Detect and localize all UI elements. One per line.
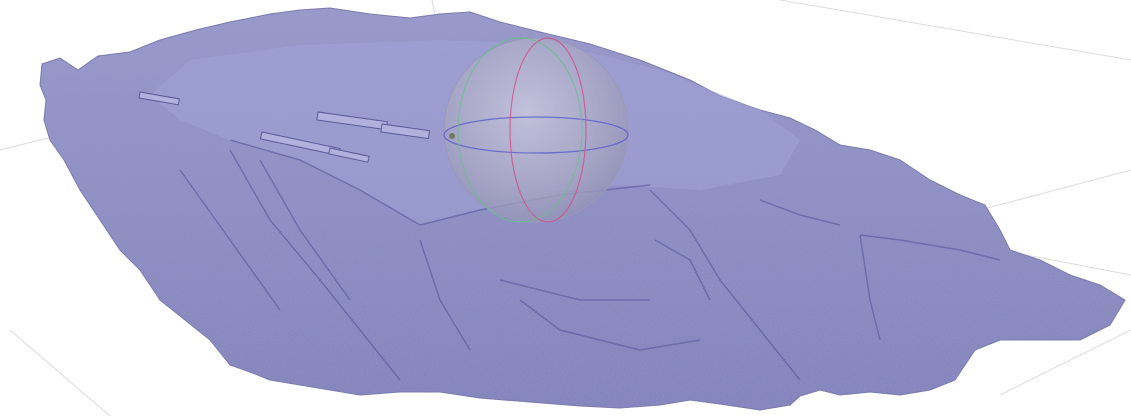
trackball-y-ring[interactable]: [509, 37, 587, 223]
structure-building-4: [328, 147, 370, 163]
trackball-center-marker: [449, 133, 455, 139]
trackball-sphere[interactable]: [443, 37, 629, 223]
structure-building-5: [138, 91, 180, 106]
trackball-z-ring[interactable]: [457, 37, 583, 223]
trackball-x-ring[interactable]: [443, 116, 629, 154]
trackball-gizmo[interactable]: [443, 37, 629, 223]
structures: [138, 91, 431, 163]
structure-building-2: [380, 123, 431, 140]
